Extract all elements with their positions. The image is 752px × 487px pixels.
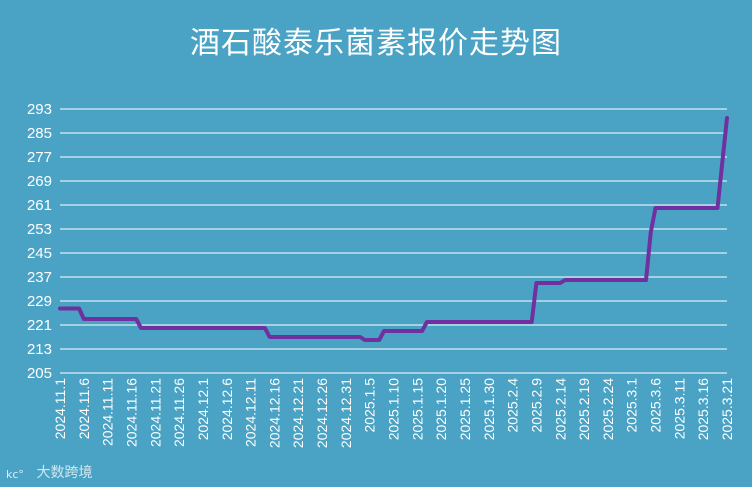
x-tick-label: 2024.11.6	[76, 378, 92, 439]
watermark-text: 大数跨境	[36, 465, 93, 481]
x-tick-label: 2025.2.24	[600, 378, 616, 440]
x-tick-label: 2025.3.16	[695, 378, 711, 440]
x-tick-label: 2025.1.15	[409, 378, 425, 440]
x-tick-label: 2025.3.11	[671, 378, 687, 439]
x-tick-label: 2025.3.6	[648, 378, 664, 433]
x-tick-label: 2024.11.21	[147, 378, 163, 447]
x-tick-label: 2025.3.21	[719, 378, 735, 440]
chart-title: 酒石酸泰乐菌素报价走势图	[190, 26, 562, 61]
y-tick-label: 293	[27, 101, 52, 118]
x-tick-label: 2024.11.26	[171, 378, 187, 447]
x-tick-label: 2025.2.4	[505, 378, 521, 433]
y-tick-label: 285	[27, 125, 52, 142]
x-tick-label: 2024.12.6	[219, 378, 235, 440]
series-line	[58, 116, 729, 342]
x-tick-label: 2024.12.16	[266, 378, 282, 448]
x-tick-label: 2024.12.21	[290, 378, 306, 448]
x-tick-label: 2025.1.20	[433, 378, 449, 440]
x-tick-label: 2024.11.11	[100, 378, 116, 446]
y-tick-label: 261	[27, 197, 52, 214]
y-tick-label: 213	[27, 341, 52, 358]
y-tick-label: 205	[27, 365, 52, 382]
x-tick-label: 2025.1.5	[362, 378, 378, 433]
x-tick-label: 2025.3.1	[624, 378, 640, 433]
svg-text:kc°: kc°	[6, 468, 24, 481]
x-tick-label: 2024.11.16	[123, 378, 139, 447]
y-tick-label: 245	[27, 245, 52, 262]
watermark-logo-icon: kc°	[6, 468, 24, 481]
x-tick-label: 2025.1.30	[481, 378, 497, 440]
x-tick-label: 2024.12.26	[314, 378, 330, 448]
y-tick-label: 237	[27, 269, 52, 286]
x-tick-label: 2025.1.10	[386, 378, 402, 440]
y-tick-label: 277	[27, 149, 52, 166]
y-tick-label: 229	[27, 293, 52, 310]
x-tick-label: 2024.12.31	[338, 378, 354, 448]
x-tick-label: 2025.1.25	[457, 378, 473, 440]
x-tick-label: 2025.2.9	[528, 378, 544, 433]
x-tick-label: 2025.2.19	[576, 378, 592, 440]
watermark: kc° 大数跨境	[6, 462, 92, 482]
y-tick-label: 269	[27, 173, 52, 190]
y-tick-label: 253	[27, 221, 52, 238]
x-tick-label: 2025.2.14	[552, 378, 568, 440]
x-tick-label: 2024.12.1	[195, 378, 211, 440]
y-tick-label: 221	[27, 317, 52, 334]
x-tick-label: 2024.12.11	[243, 378, 259, 447]
x-tick-label: 2024.11.1	[52, 378, 68, 439]
